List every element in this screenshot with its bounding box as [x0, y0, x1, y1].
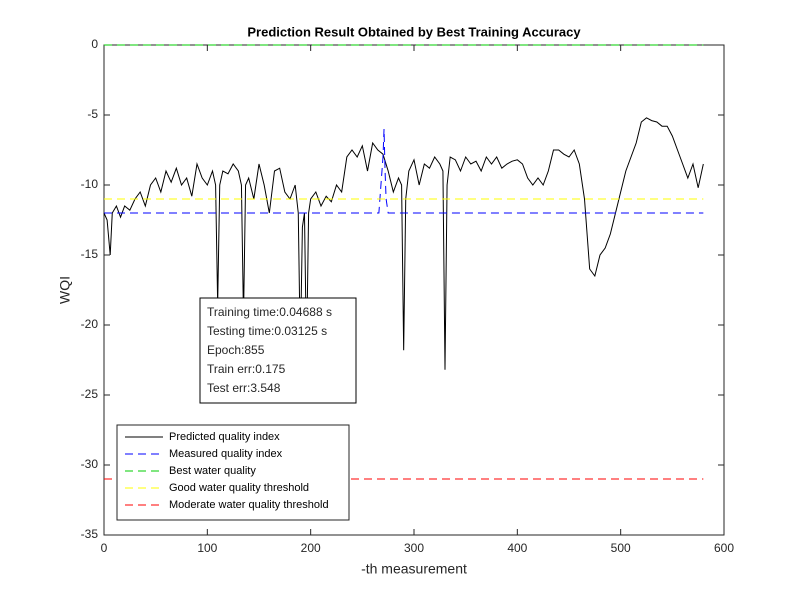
- legend-label: Predicted quality index: [169, 431, 280, 443]
- y-axis-label: WQI: [57, 276, 73, 304]
- legend-label: Good water quality threshold: [169, 482, 309, 494]
- legend-label: Measured quality index: [169, 448, 283, 460]
- x-tick-label: 300: [404, 541, 424, 555]
- x-tick-label: 600: [714, 541, 734, 555]
- x-axis-label: -th measurement: [361, 561, 467, 577]
- y-tick-label: -25: [81, 387, 99, 401]
- x-tick-label: 500: [611, 541, 631, 555]
- y-tick-label: 0: [91, 37, 98, 51]
- annotation: Testing time:0.03125 s: [207, 324, 327, 338]
- legend-label: Moderate water quality threshold: [169, 499, 329, 511]
- y-tick-label: -5: [87, 107, 98, 121]
- annotation: Train err:0.175: [207, 362, 286, 376]
- y-tick-label: -10: [81, 177, 99, 191]
- series-line: [103, 117, 704, 370]
- x-tick-label: 400: [507, 541, 527, 555]
- annotation: Training time:0.04688 s: [207, 305, 332, 319]
- legend-label: Best water quality: [169, 465, 256, 477]
- annotation-box: [199, 297, 357, 404]
- x-tick-label: 0: [101, 541, 108, 555]
- legend-box: [116, 424, 350, 521]
- y-tick-label: -20: [81, 317, 99, 331]
- x-tick-label: 200: [301, 541, 321, 555]
- x-tick-label: 100: [197, 541, 217, 555]
- chart-title: Prediction Result Obtained by Best Train…: [247, 24, 581, 39]
- y-tick-label: -35: [81, 527, 99, 541]
- annotation: Epoch:855: [207, 343, 265, 357]
- annotation: Test err:3.548: [207, 381, 281, 395]
- y-tick-label: -15: [81, 247, 99, 261]
- y-tick-label: -30: [81, 457, 99, 471]
